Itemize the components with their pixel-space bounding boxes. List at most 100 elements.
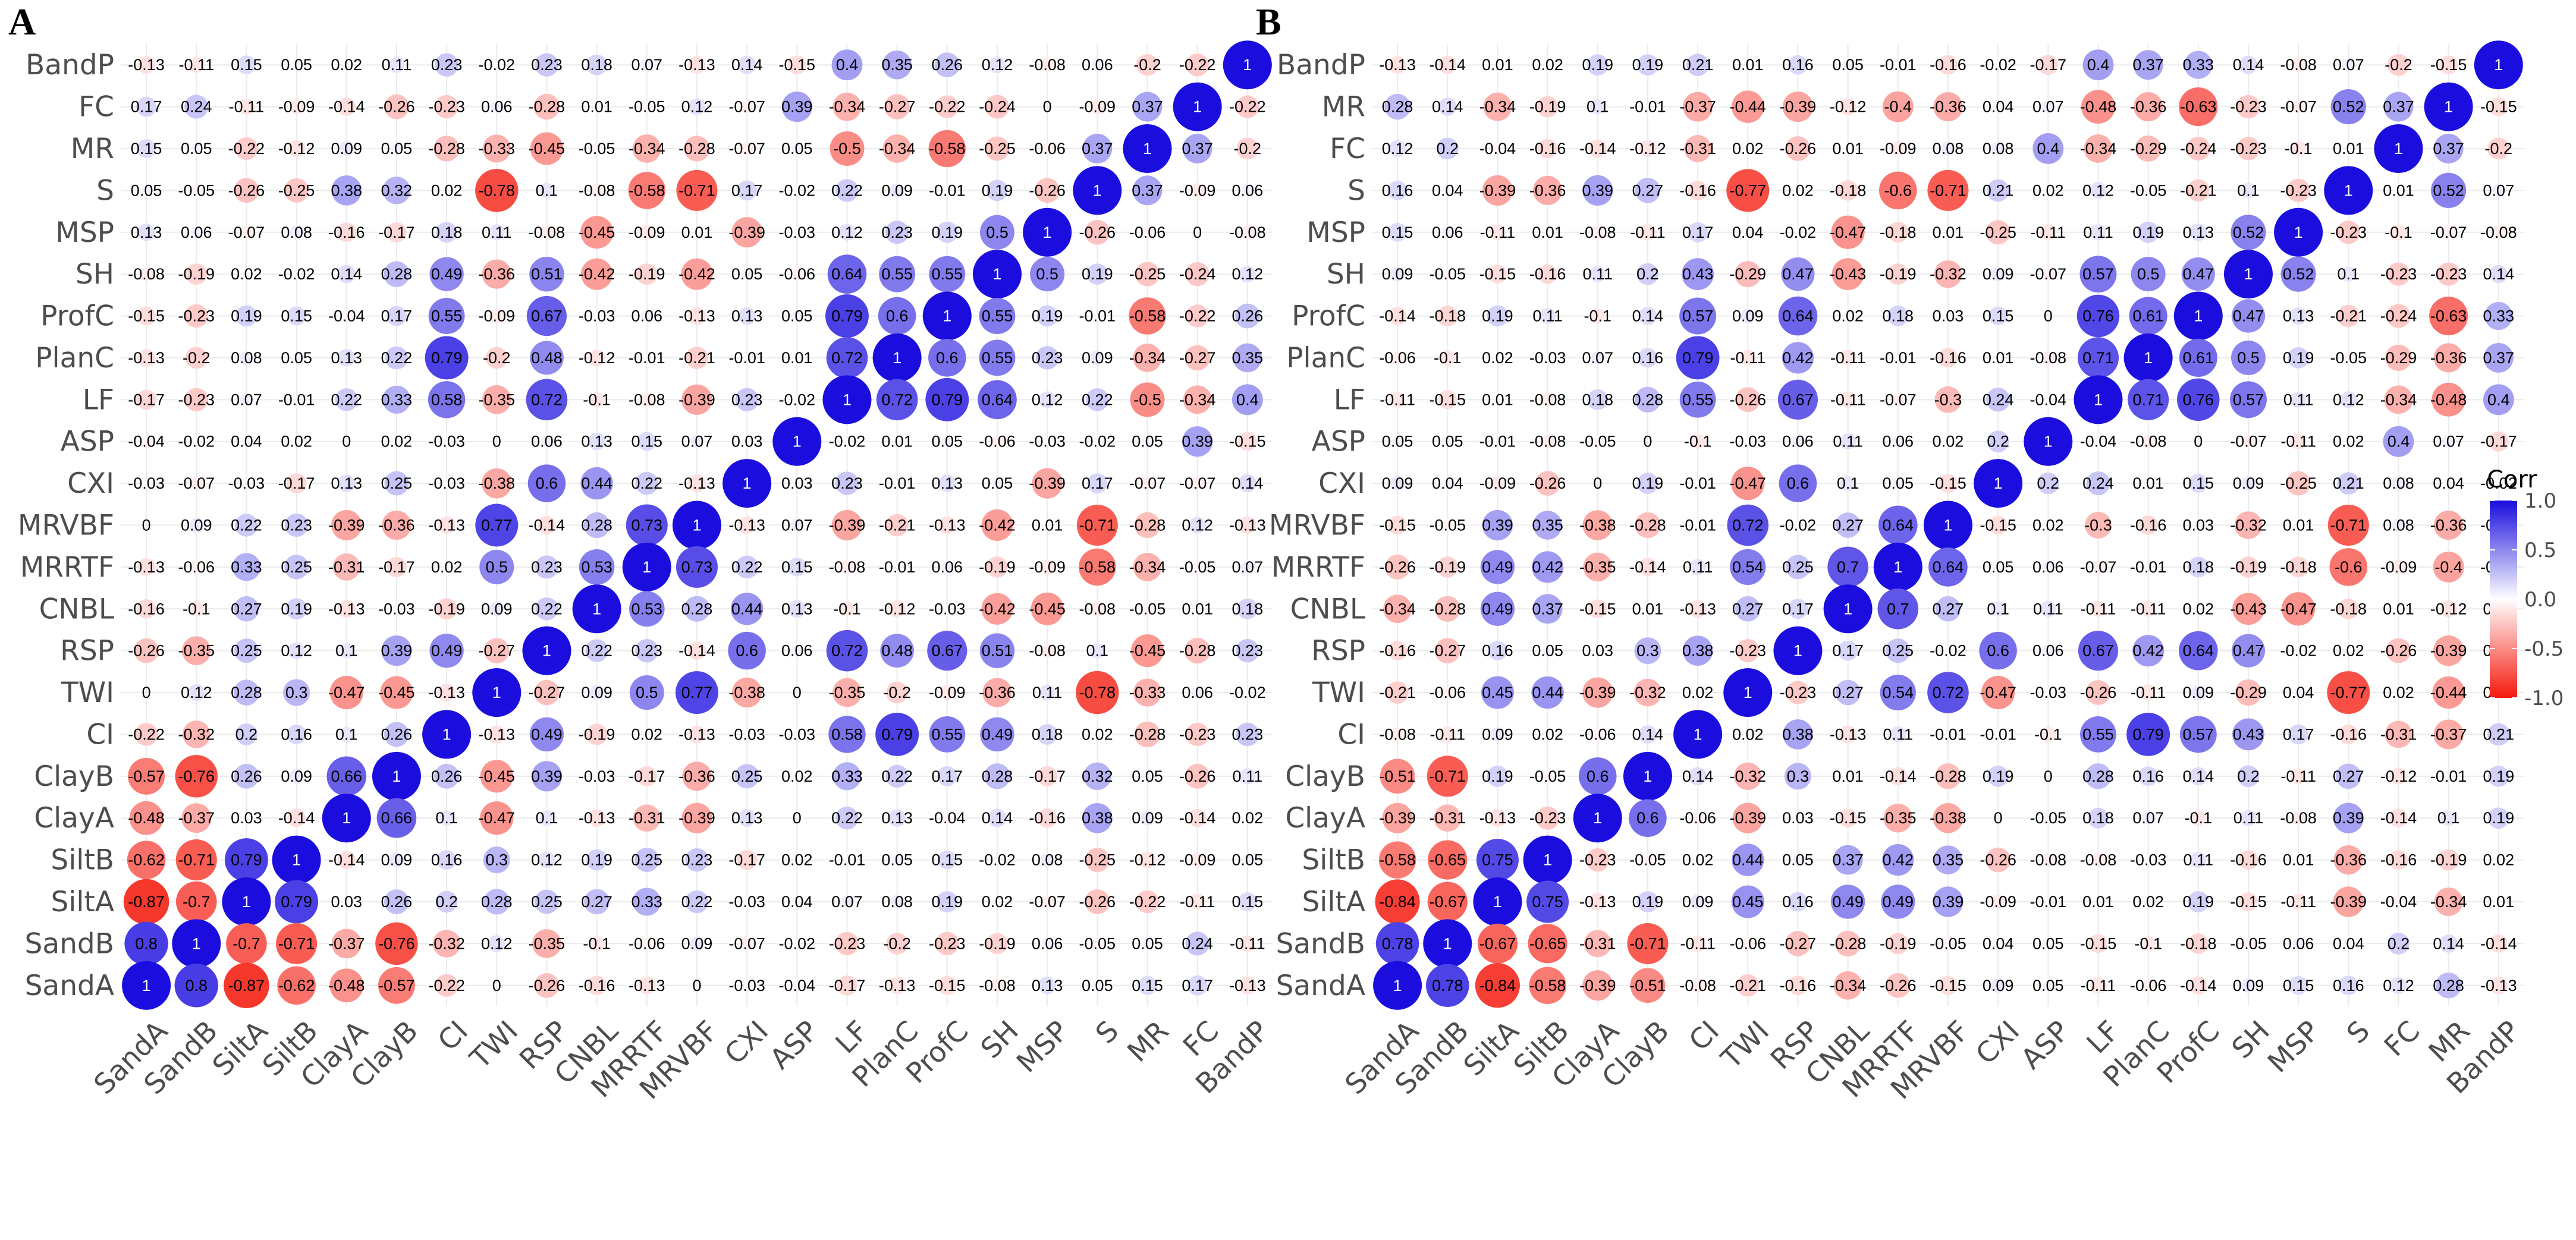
corr-value-label: 0.19 — [2132, 224, 2164, 241]
corr-value-label: -0.35 — [1880, 809, 1917, 827]
corr-value-label: -0.16 — [1529, 140, 1566, 158]
corr-value-label: 0.25 — [231, 642, 262, 660]
corr-value-label: -0.15 — [2080, 934, 2117, 952]
corr-circle — [2288, 556, 2309, 578]
corr-circle — [483, 889, 510, 915]
corr-circle — [979, 339, 1016, 376]
corr-circle — [1232, 384, 1263, 416]
corr-value-label: -0.31 — [2380, 725, 2417, 743]
corr-circle — [1589, 266, 1606, 282]
corr-circle — [2431, 172, 2467, 208]
corr-value-label: -0.28 — [1429, 600, 1466, 618]
x-tick-label: TWI — [1715, 1015, 1776, 1076]
corr-circle — [480, 801, 514, 835]
corr-circle — [1740, 309, 1755, 323]
corr-circle — [2488, 431, 2509, 452]
corr-value-label: -0.26 — [1980, 851, 2016, 869]
corr-circle — [1923, 501, 1972, 550]
corr-value-label: 0.06 — [1782, 433, 1814, 451]
corr-value-label: -0.24 — [2380, 307, 2417, 325]
corr-value-label: 0.72 — [831, 642, 863, 660]
corr-circle — [2079, 256, 2117, 293]
corr-circle — [1986, 388, 2010, 412]
corr-circle — [393, 438, 400, 445]
corr-value-label: 0.2 — [1436, 140, 1459, 158]
corr-circle — [793, 773, 801, 780]
corr-circle — [190, 477, 203, 490]
corr-circle — [479, 549, 514, 584]
corr-value-label: 1 — [2394, 140, 2403, 158]
corr-value-label: 0.8 — [135, 934, 158, 952]
corr-circle — [284, 513, 309, 537]
corr-circle — [735, 555, 759, 579]
corr-value-label: -0.01 — [1880, 349, 1917, 367]
corr-circle — [483, 846, 510, 874]
corr-value-label: -0.65 — [1529, 934, 1566, 952]
corr-circle — [1638, 307, 1657, 325]
corr-circle — [981, 593, 1013, 625]
corr-circle — [2495, 480, 2502, 487]
corr-circle — [1540, 392, 1555, 407]
corr-circle — [1879, 171, 1917, 210]
corr-value-label: -0.26 — [228, 181, 265, 199]
corr-circle — [2391, 518, 2406, 533]
corr-circle — [134, 723, 158, 746]
corr-value-label: 0.1 — [1086, 642, 1109, 660]
corr-circle — [530, 132, 563, 165]
corr-value-label: 0.13 — [881, 809, 913, 827]
corr-value-label: 0.23 — [1032, 349, 1063, 367]
corr-circle — [1136, 53, 1158, 76]
corr-circle — [1788, 55, 1808, 75]
corr-circle — [1835, 512, 1861, 538]
corr-circle — [2489, 265, 2508, 284]
y-tick-label: S — [1347, 174, 1365, 207]
corr-circle — [1941, 141, 1955, 156]
corr-circle — [1189, 893, 1206, 910]
corr-value-label: 0.01 — [1032, 516, 1063, 534]
corr-circle — [488, 224, 505, 241]
y-tick-label: LF — [1334, 383, 1365, 416]
corr-value-label: 0.18 — [431, 224, 463, 241]
x-tick-label: TWI — [464, 1015, 525, 1076]
corr-value-label: 0.14 — [1682, 767, 1714, 785]
corr-value-label: -0.78 — [1079, 684, 1116, 701]
corr-circle — [929, 256, 966, 292]
corr-value-label: 0.28 — [681, 600, 713, 618]
corr-value-label: -0.14 — [678, 642, 715, 660]
corr-value-label: -0.01 — [2030, 893, 2067, 911]
corr-value-label: 0.16 — [2333, 977, 2364, 994]
corr-value-label: 0.15 — [131, 140, 162, 158]
corr-circle — [685, 890, 709, 914]
corr-circle — [1442, 436, 1453, 447]
corr-circle — [137, 349, 155, 367]
corr-value-label: -0.01 — [1880, 56, 1917, 74]
corr-value-label: -0.39 — [678, 809, 715, 827]
y-tick-label: SandB — [24, 927, 114, 960]
corr-circle — [1139, 851, 1156, 868]
corr-circle — [1587, 389, 1609, 410]
corr-value-label: -0.05 — [579, 140, 615, 158]
corr-circle — [1990, 266, 2006, 282]
corr-circle — [436, 222, 457, 243]
corr-circle — [238, 98, 255, 115]
corr-value-label: 0.05 — [1883, 474, 1914, 492]
corr-value-label: 0.12 — [1182, 516, 1213, 534]
corr-circle — [1588, 893, 1607, 911]
corr-value-label: -0.67 — [1429, 893, 1466, 911]
corr-circle — [1637, 473, 1658, 494]
corr-circle — [1591, 351, 1604, 364]
corr-circle — [2230, 381, 2267, 418]
corr-value-label: 0.09 — [1382, 265, 1413, 283]
corr-circle — [175, 755, 218, 798]
corr-value-label: 0.14 — [331, 265, 362, 283]
corr-value-label: 1 — [843, 391, 852, 408]
y-tick-label: CXI — [1318, 467, 1365, 500]
corr-circle — [1526, 880, 1569, 923]
corr-value-label: 0.02 — [231, 265, 262, 283]
y-tick-label: MSP — [55, 216, 114, 249]
corr-value-label: 0.39 — [1582, 181, 1613, 199]
corr-circle — [2231, 299, 2266, 333]
corr-value-label: 0.5 — [986, 224, 1009, 241]
corr-value-label: -0.14 — [1629, 558, 1666, 576]
corr-circle — [979, 633, 1015, 668]
